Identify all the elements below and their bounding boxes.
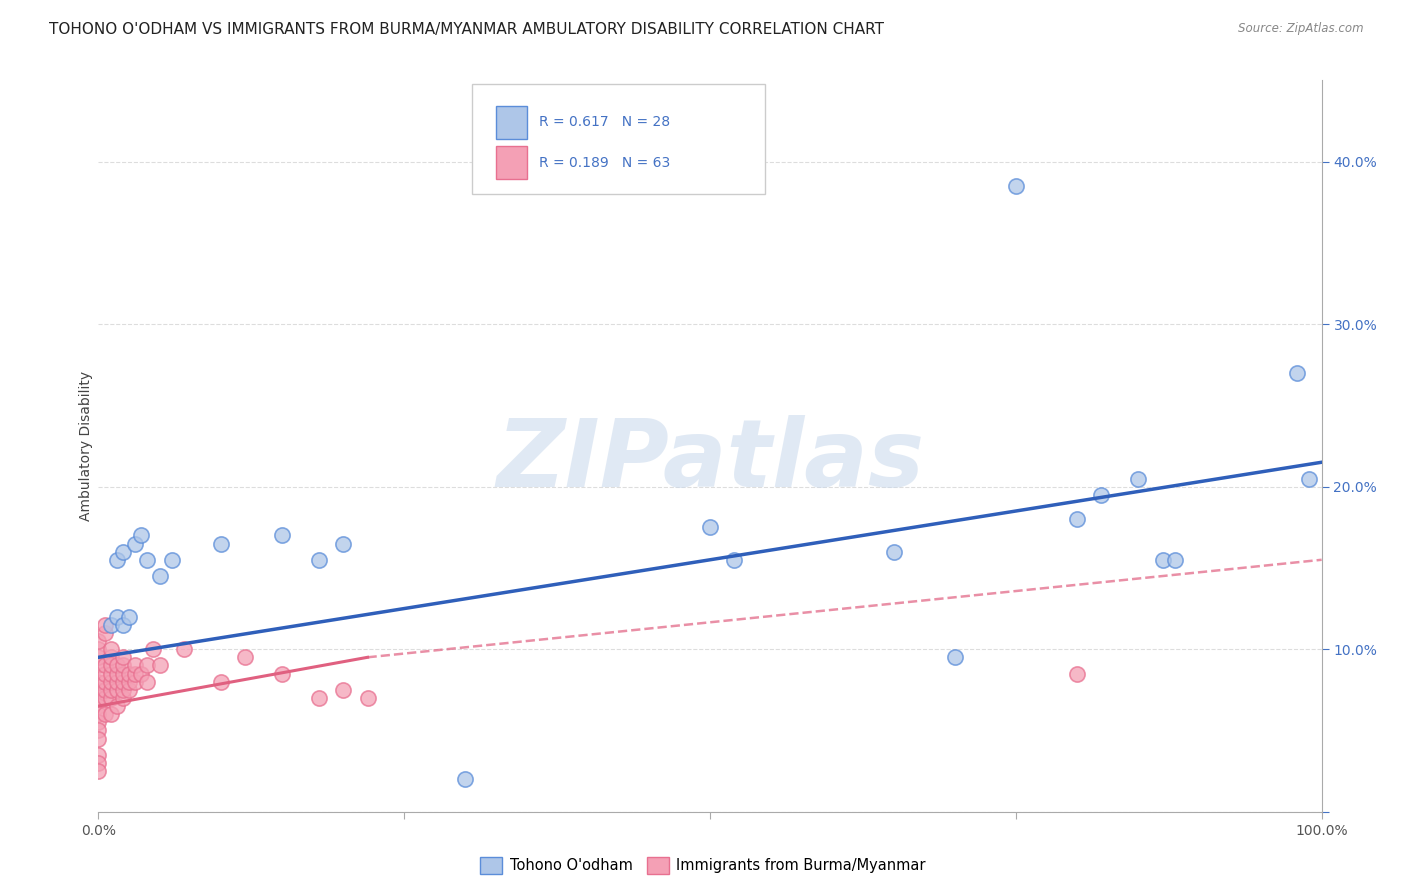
Point — [87, 634, 110, 648]
Point — [105, 674, 128, 689]
Point — [1164, 553, 1187, 567]
Point — [1066, 512, 1088, 526]
Point — [270, 528, 294, 542]
Point — [308, 553, 330, 567]
Point — [1298, 471, 1320, 485]
Point — [105, 553, 128, 567]
Point — [87, 723, 110, 738]
Point — [87, 674, 110, 689]
Point — [136, 658, 159, 673]
Text: TOHONO O'ODHAM VS IMMIGRANTS FROM BURMA/MYANMAR AMBULATORY DISABILITY CORRELATIO: TOHONO O'ODHAM VS IMMIGRANTS FROM BURMA/… — [49, 22, 884, 37]
Point — [883, 544, 905, 558]
Point — [100, 642, 122, 657]
Point — [173, 642, 195, 657]
Point — [93, 682, 115, 697]
Point — [100, 682, 122, 697]
Point — [308, 690, 330, 705]
Point — [699, 520, 721, 534]
Point — [332, 682, 354, 697]
Point — [87, 707, 110, 722]
Point — [87, 690, 110, 705]
Point — [111, 544, 134, 558]
Point — [723, 553, 745, 567]
Text: ZIPatlas: ZIPatlas — [496, 415, 924, 507]
Point — [105, 682, 128, 697]
Point — [87, 764, 110, 778]
Point — [124, 674, 146, 689]
Point — [160, 553, 183, 567]
Point — [87, 682, 110, 697]
Point — [124, 658, 146, 673]
FancyBboxPatch shape — [471, 84, 765, 194]
Text: Source: ZipAtlas.com: Source: ZipAtlas.com — [1239, 22, 1364, 36]
Point — [111, 658, 134, 673]
Point — [87, 756, 110, 770]
Y-axis label: Ambulatory Disability: Ambulatory Disability — [79, 371, 93, 521]
Point — [129, 666, 152, 681]
Text: R = 0.617   N = 28: R = 0.617 N = 28 — [538, 115, 669, 129]
Point — [93, 658, 115, 673]
Point — [93, 707, 115, 722]
Point — [87, 747, 110, 762]
Point — [105, 699, 128, 714]
Point — [943, 650, 966, 665]
Point — [124, 536, 146, 550]
Point — [111, 650, 134, 665]
Point — [1286, 366, 1309, 380]
Point — [136, 553, 159, 567]
Point — [332, 536, 354, 550]
Point — [118, 682, 141, 697]
Point — [100, 707, 122, 722]
Point — [100, 658, 122, 673]
Point — [93, 666, 115, 681]
Point — [149, 569, 172, 583]
Point — [209, 536, 232, 550]
Point — [142, 642, 165, 657]
Point — [356, 690, 378, 705]
Point — [149, 658, 172, 673]
Point — [1128, 471, 1150, 485]
Point — [270, 666, 294, 681]
Point — [118, 666, 141, 681]
Bar — [496, 146, 526, 179]
Point — [87, 642, 110, 657]
Point — [87, 650, 110, 665]
Point — [1066, 666, 1088, 681]
Point — [111, 666, 134, 681]
Point — [93, 674, 115, 689]
Point — [111, 690, 134, 705]
Point — [93, 690, 115, 705]
Point — [100, 650, 122, 665]
Point — [105, 609, 128, 624]
Point — [1090, 488, 1112, 502]
Point — [454, 772, 477, 787]
Point — [100, 690, 122, 705]
Point — [87, 731, 110, 746]
Point — [124, 666, 146, 681]
Point — [105, 658, 128, 673]
Point — [100, 674, 122, 689]
Point — [1004, 178, 1026, 193]
Legend: Tohono O'odham, Immigrants from Burma/Myanmar: Tohono O'odham, Immigrants from Burma/My… — [474, 851, 932, 880]
Point — [1152, 553, 1174, 567]
Point — [100, 617, 122, 632]
Point — [118, 674, 141, 689]
Text: R = 0.189   N = 63: R = 0.189 N = 63 — [538, 156, 671, 170]
Point — [100, 666, 122, 681]
Point — [87, 715, 110, 730]
Point — [129, 528, 152, 542]
Point — [111, 682, 134, 697]
Point — [87, 658, 110, 673]
Point — [136, 674, 159, 689]
Point — [111, 674, 134, 689]
Point — [111, 617, 134, 632]
Point — [87, 699, 110, 714]
Point — [209, 674, 232, 689]
Point — [118, 609, 141, 624]
Point — [233, 650, 256, 665]
Point — [93, 617, 115, 632]
Point — [105, 666, 128, 681]
Point — [93, 626, 115, 640]
Bar — [496, 106, 526, 139]
